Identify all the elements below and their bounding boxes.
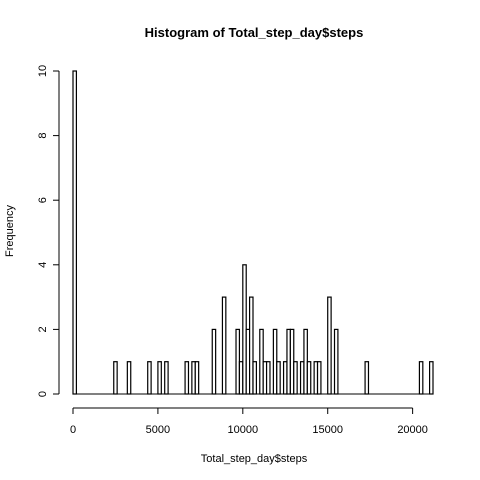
chart-title: Histogram of Total_step_day$steps <box>145 25 364 40</box>
x-axis: 0 5000 10000 15000 20000 <box>70 407 428 436</box>
x-axis-label: Total_step_day$steps <box>201 453 308 465</box>
histogram-bar-1 <box>113 361 118 395</box>
histogram-bar-33 <box>364 361 370 395</box>
histogram-bar-19 <box>265 361 271 395</box>
histogram-bar-8 <box>194 361 200 395</box>
y-tick-label-5: 10 <box>37 65 49 77</box>
x-tick-label-1: 5000 <box>146 424 170 436</box>
y-tick-label-1: 2 <box>37 326 49 332</box>
histogram-bar-5 <box>164 361 169 395</box>
histogram-bar-35 <box>429 361 434 395</box>
bars-group <box>72 70 434 395</box>
y-tick-label-4: 8 <box>37 133 49 139</box>
y-tick-label-3: 6 <box>37 197 49 203</box>
y-axis-label: Frequency <box>4 205 16 257</box>
histogram-bar-3 <box>147 361 152 395</box>
histogram-bar-31 <box>327 296 332 395</box>
x-tick-label-0: 0 <box>70 424 76 436</box>
x-tick-label-4: 20000 <box>397 424 428 436</box>
histogram-bar-34 <box>418 361 424 395</box>
histogram-bar-16 <box>252 361 258 395</box>
y-axis: 0 2 4 6 8 10 <box>37 65 60 397</box>
x-tick-label-2: 10000 <box>228 424 259 436</box>
histogram-bar-32 <box>333 328 339 395</box>
histogram-bar-6 <box>184 361 190 395</box>
histogram-bar-0 <box>72 70 78 395</box>
y-tick-label-2: 4 <box>37 262 49 268</box>
histogram-bar-21 <box>276 361 281 395</box>
histogram-bar-10 <box>221 296 227 395</box>
histogram-bar-4 <box>157 361 162 395</box>
histogram-bar-30 <box>316 361 322 395</box>
histogram-bar-28 <box>306 361 312 395</box>
y-tick-label-0: 0 <box>37 391 49 397</box>
histogram-bar-2 <box>126 361 132 395</box>
x-tick-label-3: 15000 <box>312 424 343 436</box>
histogram-bar-9 <box>211 328 217 395</box>
histogram-bar-25 <box>293 361 298 395</box>
